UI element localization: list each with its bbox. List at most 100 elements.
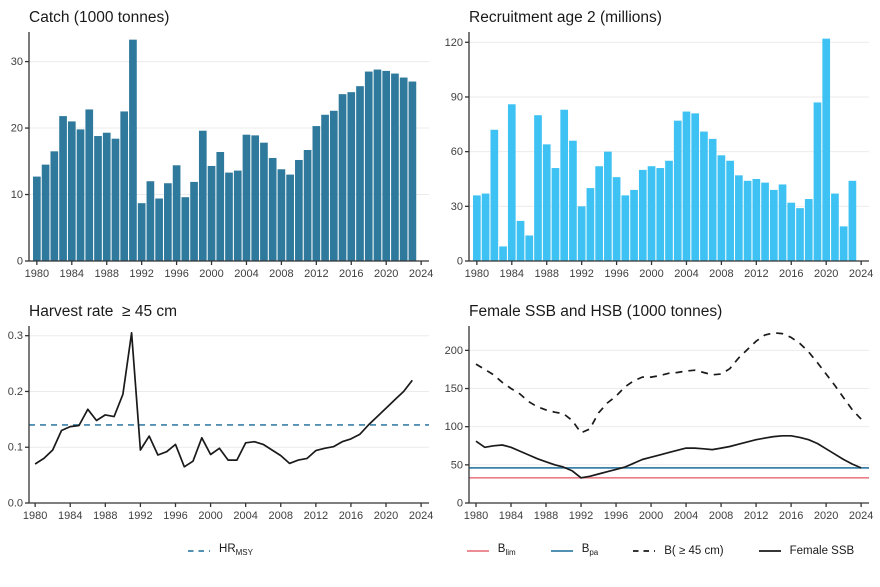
harvest-rate-plot-svg: 0.0 0.1 0.2 0.3 1980 1984 1988 1992 1996 2000 2004…	[8, 326, 433, 522]
svg-text:1992: 1992	[129, 268, 153, 280]
svg-text:1996: 1996	[604, 510, 628, 522]
svg-text:2024: 2024	[849, 510, 873, 522]
svg-text:1980: 1980	[465, 268, 489, 280]
svg-text:2024: 2024	[849, 268, 873, 280]
svg-text:1984: 1984	[499, 510, 523, 522]
b-pa-swatch-icon	[550, 550, 573, 552]
svg-text:2020: 2020	[814, 510, 838, 522]
svg-text:2012: 2012	[744, 268, 768, 280]
svg-text:0.0: 0.0	[8, 498, 23, 510]
svg-text:1980: 1980	[464, 510, 488, 522]
svg-text:2004: 2004	[233, 510, 257, 522]
svg-text:0.2: 0.2	[8, 386, 23, 398]
svg-text:1988: 1988	[534, 510, 558, 522]
svg-text:2008: 2008	[269, 268, 293, 280]
svg-text:30: 30	[11, 56, 23, 68]
legend-label-hr-msy: HRMSY	[219, 543, 253, 557]
harvest-rate-line-chart: 0.0 0.1 0.2 0.3 1980 1984 1988 1992 1996 2000 2004…	[0, 323, 440, 529]
svg-text:1988: 1988	[534, 268, 558, 280]
svg-text:2012: 2012	[304, 268, 328, 280]
svg-text:90: 90	[451, 91, 463, 103]
svg-text:2004: 2004	[234, 268, 258, 280]
svg-text:2020: 2020	[374, 268, 398, 280]
svg-text:2000: 2000	[199, 268, 223, 280]
svg-text:2000: 2000	[639, 510, 663, 522]
recruitment-panel: Recruitment age 2 (millions) 0 30 60 90 120 1…	[440, 0, 880, 294]
legend-item-b-45cm: B( ≥ 45 cm)	[632, 544, 724, 558]
ssb-chart-title: Female SSB and HSB (1000 tonnes)	[469, 303, 723, 320]
svg-text:2008: 2008	[709, 268, 733, 280]
svg-text:2016: 2016	[779, 510, 803, 522]
catch-bar-chart: 0 10 20 30 1980 1984 1988 1992 1996 2000 2004 2008 2…	[0, 29, 440, 287]
svg-text:1980: 1980	[23, 510, 47, 522]
svg-text:2024: 2024	[409, 268, 433, 280]
b-45cm-swatch-icon	[633, 550, 656, 552]
svg-text:1984: 1984	[500, 268, 524, 280]
svg-text:0: 0	[457, 498, 463, 510]
svg-text:2004: 2004	[674, 268, 698, 280]
svg-text:1996: 1996	[604, 268, 628, 280]
ssb-panel: Female SSB and HSB (1000 tonnes) 0 50 100 1…	[440, 294, 880, 587]
legend-label-female-ssb: Female SSB	[789, 545, 855, 557]
svg-text:0.3: 0.3	[8, 330, 23, 342]
legend-label-b-45cm: B( ≥ 45 cm)	[664, 545, 724, 557]
svg-text:1992: 1992	[128, 510, 152, 522]
ssb-plot-svg: 0 50 100 150 200 1980 1984 1988 1992 1996 2000 2004…	[445, 326, 873, 522]
svg-text:0: 0	[17, 256, 23, 268]
svg-text:2016: 2016	[779, 268, 803, 280]
harvest-rate-legend: HRMSY	[0, 542, 440, 560]
svg-text:120: 120	[445, 37, 463, 49]
catch-panel: Catch (1000 tonnes) 0 10 20 30 1980 1984 1988 1…	[0, 0, 440, 294]
legend-item-female-ssb: Female SSB	[758, 544, 855, 558]
svg-text:1992: 1992	[569, 268, 593, 280]
svg-text:2008: 2008	[269, 510, 293, 522]
recruitment-chart-title: Recruitment age 2 (millions)	[469, 9, 662, 26]
svg-text:2012: 2012	[304, 510, 328, 522]
svg-text:2012: 2012	[744, 510, 768, 522]
svg-text:1984: 1984	[58, 510, 82, 522]
svg-text:0: 0	[457, 256, 463, 268]
svg-text:1984: 1984	[60, 268, 84, 280]
hr-msy-swatch-icon	[188, 550, 211, 552]
legend-label-b-pa: Bpa	[581, 543, 599, 557]
ssb-legend: Blim Bpa B( ≥ 45 cm) Female SSB	[440, 542, 880, 560]
svg-text:1988: 1988	[94, 268, 118, 280]
recruitment-plot-svg: 0 30 60 90 120 1980 1984 1988 1992 1996 2000 2004 20…	[445, 32, 873, 280]
legend-item-b-pa: Bpa	[550, 542, 599, 560]
svg-text:2000: 2000	[639, 268, 663, 280]
svg-text:1988: 1988	[93, 510, 117, 522]
svg-text:200: 200	[445, 345, 463, 357]
svg-text:150: 150	[445, 383, 463, 395]
legend-item-hr-msy: HRMSY	[187, 542, 253, 560]
svg-text:2020: 2020	[814, 268, 838, 280]
svg-text:50: 50	[451, 459, 463, 471]
svg-text:2016: 2016	[339, 268, 363, 280]
ssb-line-chart: 0 50 100 150 200 1980 1984 1988 1992 1996 2000 2004…	[440, 323, 880, 529]
legend-label-b-lim: Blim	[497, 543, 516, 557]
svg-text:60: 60	[451, 146, 463, 158]
svg-text:2000: 2000	[198, 510, 222, 522]
legend-item-b-lim: Blim	[466, 542, 516, 560]
svg-text:30: 30	[451, 201, 463, 213]
svg-text:2024: 2024	[409, 510, 433, 522]
svg-text:2008: 2008	[709, 510, 733, 522]
b-lim-swatch-icon	[466, 550, 489, 552]
catch-chart-title: Catch (1000 tonnes)	[29, 9, 170, 26]
svg-text:2004: 2004	[674, 510, 698, 522]
recruitment-bar-chart: 0 30 60 90 120 1980 1984 1988 1992 1996 2000 2004 20…	[440, 29, 880, 287]
svg-text:10: 10	[11, 189, 23, 201]
svg-text:1996: 1996	[164, 268, 188, 280]
harvest-rate-panel: Harvest rate ≥ 45 cm 0.0 0.1 0.2 0.3 1980 198…	[0, 294, 440, 587]
catch-plot-svg: 0 10 20 30 1980 1984 1988 1992 1996 2000 2004 2008 2…	[11, 32, 433, 280]
svg-text:20: 20	[11, 123, 23, 135]
svg-text:1980: 1980	[25, 268, 49, 280]
svg-text:0.1: 0.1	[8, 442, 23, 454]
harvest-rate-chart-title: Harvest rate ≥ 45 cm	[29, 303, 178, 320]
svg-text:1996: 1996	[163, 510, 187, 522]
female-ssb-swatch-icon	[758, 550, 781, 552]
svg-text:2020: 2020	[374, 510, 398, 522]
svg-text:1992: 1992	[569, 510, 593, 522]
svg-text:2016: 2016	[339, 510, 363, 522]
svg-text:100: 100	[445, 421, 463, 433]
